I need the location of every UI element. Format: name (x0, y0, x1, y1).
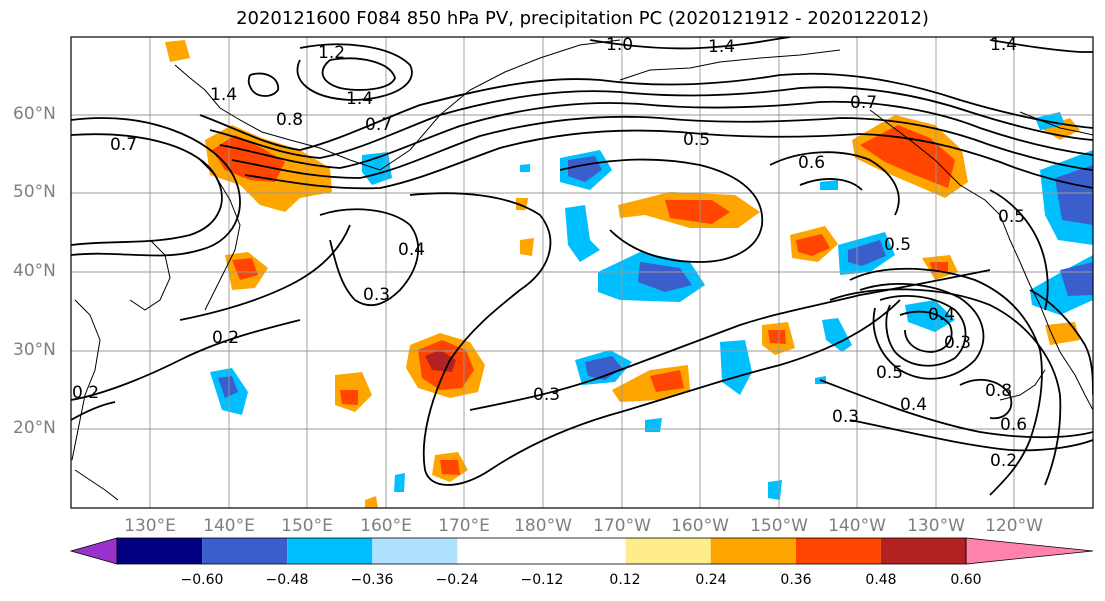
lon-label: 120°W (985, 516, 1043, 536)
contour-label: 0.2 (212, 328, 239, 348)
colorbar-segment (710, 538, 796, 564)
contour-label-layer: 1.2 1.4 1.0 1.4 1.4 0.8 0.7 0.7 0.6 0.5 … (72, 35, 1027, 471)
map-title: 2020121600 F084 850 hPa PV, precipitatio… (236, 8, 929, 29)
lon-label: 170°W (593, 516, 651, 536)
colorbar-tick-label: −0.36 (350, 572, 394, 588)
colorbar-tick-label: 0.36 (780, 572, 812, 588)
contour-label: 0.6 (1000, 415, 1027, 435)
contour-label: 0.7 (110, 135, 137, 155)
lat-label: 40°N (13, 261, 56, 281)
contour-label: 1.4 (990, 35, 1017, 55)
precipitation-anomaly-field (165, 40, 1093, 508)
colorbar-tick-label: 0.12 (609, 572, 641, 588)
colorbar-tick-label: −0.24 (435, 572, 479, 588)
contour-label: 0.3 (944, 333, 971, 353)
contour-label: 0.4 (398, 240, 425, 260)
contour-label: 0.5 (876, 363, 903, 383)
contour-label: 0.7 (850, 93, 877, 113)
colorbar-tick-label: 0.60 (950, 572, 982, 588)
graticule (71, 37, 1093, 508)
colorbar-segment (287, 538, 373, 564)
lon-label: 180°W (514, 516, 572, 536)
contour-label: 0.5 (884, 235, 911, 255)
map-frame (70, 36, 1094, 509)
contour-label: 0.3 (832, 407, 859, 427)
lon-label: 170°E (438, 516, 490, 536)
contour-label: 0.2 (990, 451, 1017, 471)
colorbar (69, 537, 1094, 565)
colorbar-under-triangle (69, 537, 118, 565)
colorbar-segment (202, 538, 288, 564)
lon-label: 150°W (750, 516, 808, 536)
colorbar-segment (795, 538, 881, 564)
contour-label: 1.4 (708, 37, 735, 57)
contour-label: 1.0 (606, 35, 633, 55)
colorbar-over-triangle (965, 537, 1094, 565)
lon-label: 140°W (828, 516, 886, 536)
lon-label: 160°E (360, 516, 412, 536)
colorbar-segment (457, 538, 626, 564)
lon-label: 150°E (281, 516, 333, 536)
colorbar-tick-label: 0.48 (865, 572, 897, 588)
colorbar-tick-label: −0.60 (180, 572, 224, 588)
contour-label: 1.4 (210, 85, 237, 105)
contour-label: 1.2 (318, 43, 345, 63)
contour-label: 0.8 (276, 110, 303, 130)
lon-label: 130°E (124, 516, 176, 536)
lon-label: 140°E (203, 516, 255, 536)
lat-label: 30°N (13, 340, 56, 360)
contour-label: 0.3 (533, 385, 560, 405)
lat-label: 20°N (13, 418, 56, 438)
colorbar-outline (116, 537, 967, 565)
colorbar-segment (880, 538, 966, 564)
colorbar-tick-label: −0.12 (520, 572, 564, 588)
coastlines (71, 39, 1093, 501)
contour-label: 0.2 (72, 383, 99, 403)
colorbar-segment (372, 538, 458, 564)
contour-label: 1.4 (346, 89, 373, 109)
contour-label: 0.7 (365, 115, 392, 135)
pv-contours (71, 37, 1093, 496)
lat-label: 50°N (13, 182, 56, 202)
lon-label: 130°W (907, 516, 965, 536)
contour-label: 0.5 (998, 207, 1025, 227)
contour-label: 0.4 (900, 395, 927, 415)
contour-label: 0.4 (928, 305, 955, 325)
contour-label: 0.6 (798, 153, 825, 173)
contour-label: 0.5 (683, 130, 710, 150)
colorbar-segment (117, 538, 203, 564)
lon-label: 160°W (671, 516, 729, 536)
colorbar-tick-label: 0.24 (695, 572, 727, 588)
colorbar-segment (625, 538, 711, 564)
contour-label: 0.8 (985, 381, 1012, 401)
colorbar-tick-label: −0.48 (265, 572, 309, 588)
contour-label: 0.3 (363, 285, 390, 305)
lat-label: 60°N (13, 104, 56, 124)
